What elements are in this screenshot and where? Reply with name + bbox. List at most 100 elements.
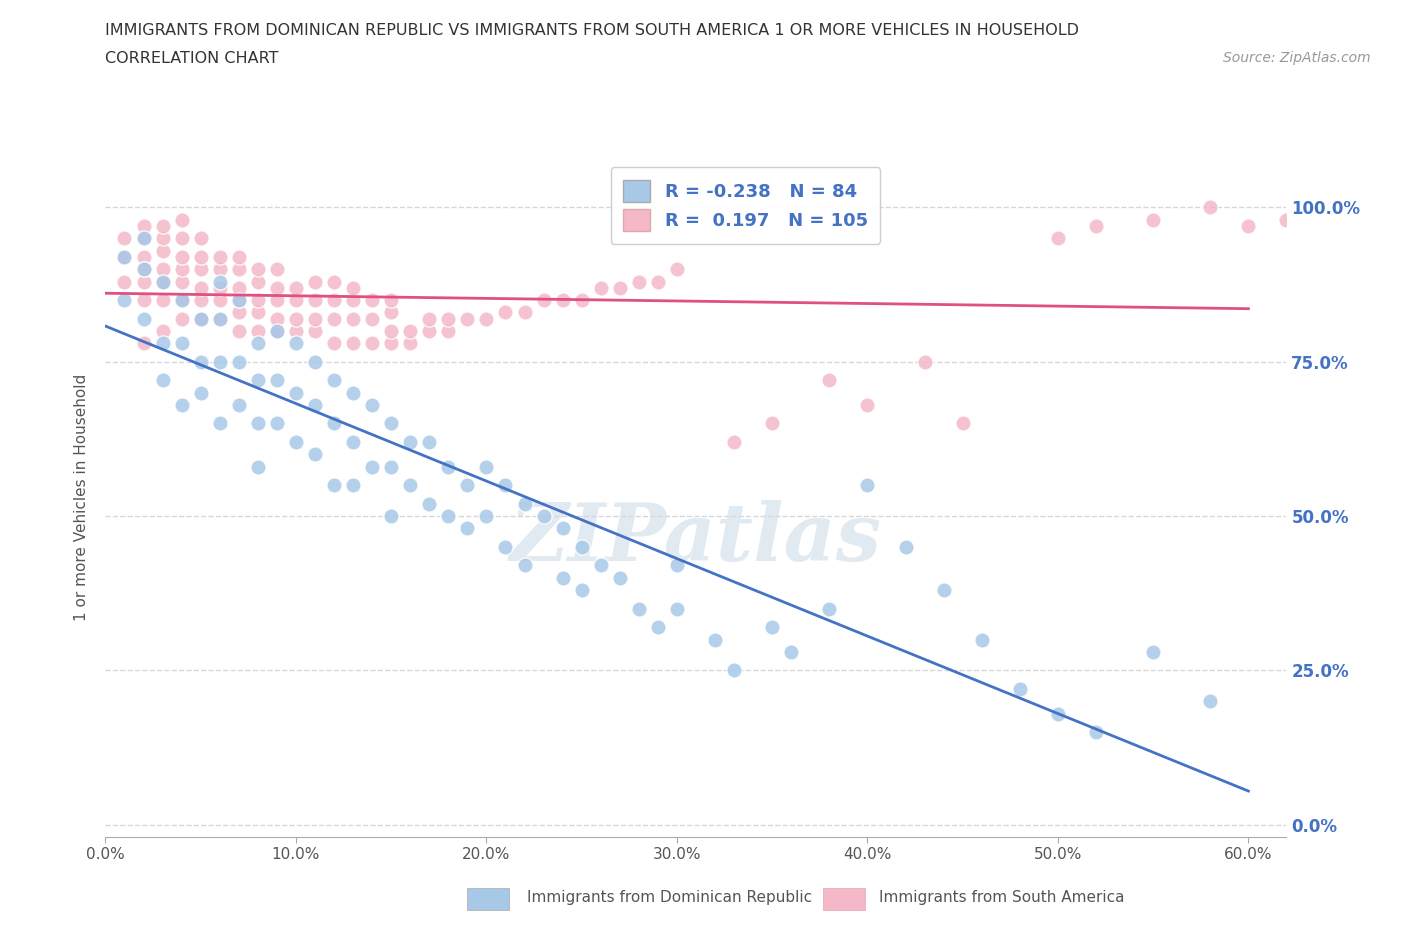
Point bbox=[418, 324, 440, 339]
Point bbox=[170, 249, 193, 264]
Point bbox=[323, 416, 346, 431]
Point bbox=[208, 416, 231, 431]
Point bbox=[246, 305, 269, 320]
Point bbox=[647, 274, 669, 289]
Point bbox=[1142, 644, 1164, 659]
Point bbox=[208, 312, 231, 326]
Point bbox=[304, 324, 326, 339]
Point bbox=[246, 274, 269, 289]
Point bbox=[114, 231, 136, 246]
Point bbox=[647, 619, 669, 634]
Point bbox=[437, 509, 460, 524]
Point bbox=[208, 280, 231, 295]
Point bbox=[475, 459, 498, 474]
Point bbox=[228, 354, 250, 369]
Point bbox=[284, 312, 307, 326]
Point bbox=[323, 274, 346, 289]
Point bbox=[533, 509, 555, 524]
Point bbox=[665, 558, 688, 573]
Point bbox=[266, 261, 288, 276]
Point bbox=[761, 619, 783, 634]
Point bbox=[723, 434, 745, 449]
Point bbox=[513, 497, 536, 512]
Point bbox=[418, 312, 440, 326]
Point bbox=[114, 274, 136, 289]
Point bbox=[190, 385, 212, 400]
Point bbox=[323, 336, 346, 351]
Point bbox=[342, 293, 364, 308]
Point bbox=[723, 663, 745, 678]
Point bbox=[284, 293, 307, 308]
Text: IMMIGRANTS FROM DOMINICAN REPUBLIC VS IMMIGRANTS FROM SOUTH AMERICA 1 OR MORE VE: IMMIGRANTS FROM DOMINICAN REPUBLIC VS IM… bbox=[105, 23, 1080, 38]
Point bbox=[323, 312, 346, 326]
Point bbox=[170, 293, 193, 308]
Point bbox=[170, 397, 193, 412]
Point bbox=[818, 373, 841, 388]
Point bbox=[323, 293, 346, 308]
Point bbox=[208, 261, 231, 276]
Point bbox=[114, 249, 136, 264]
Point bbox=[380, 336, 402, 351]
Point bbox=[152, 274, 174, 289]
Point bbox=[475, 312, 498, 326]
Point bbox=[361, 397, 384, 412]
Point bbox=[475, 509, 498, 524]
Point bbox=[132, 293, 155, 308]
Point bbox=[170, 212, 193, 227]
Point bbox=[246, 373, 269, 388]
Point bbox=[380, 305, 402, 320]
Point bbox=[932, 583, 955, 598]
Point bbox=[495, 539, 517, 554]
Point bbox=[513, 305, 536, 320]
Point bbox=[495, 478, 517, 493]
Point bbox=[170, 261, 193, 276]
Point bbox=[228, 261, 250, 276]
Point bbox=[266, 373, 288, 388]
Point bbox=[380, 416, 402, 431]
Point bbox=[152, 219, 174, 233]
Text: Immigrants from Dominican Republic: Immigrants from Dominican Republic bbox=[527, 890, 813, 905]
Point bbox=[152, 324, 174, 339]
Point bbox=[170, 274, 193, 289]
Point bbox=[228, 280, 250, 295]
Point bbox=[190, 280, 212, 295]
Point bbox=[856, 397, 879, 412]
Point bbox=[589, 558, 612, 573]
Point bbox=[609, 280, 631, 295]
Point bbox=[418, 434, 440, 449]
Point bbox=[361, 312, 384, 326]
Point bbox=[304, 397, 326, 412]
Point bbox=[132, 336, 155, 351]
Point bbox=[380, 293, 402, 308]
Point bbox=[208, 249, 231, 264]
Point bbox=[437, 459, 460, 474]
Point bbox=[228, 249, 250, 264]
Point bbox=[132, 274, 155, 289]
Point bbox=[551, 570, 574, 585]
Point bbox=[780, 644, 803, 659]
Point bbox=[228, 324, 250, 339]
Point bbox=[152, 293, 174, 308]
Point bbox=[761, 416, 783, 431]
Point bbox=[665, 601, 688, 616]
Point bbox=[208, 354, 231, 369]
Text: Immigrants from South America: Immigrants from South America bbox=[879, 890, 1125, 905]
Point bbox=[266, 324, 288, 339]
Point bbox=[170, 312, 193, 326]
Point bbox=[627, 274, 650, 289]
Point bbox=[132, 261, 155, 276]
Point bbox=[304, 312, 326, 326]
Point bbox=[894, 539, 917, 554]
Point bbox=[246, 324, 269, 339]
Point bbox=[284, 336, 307, 351]
Point bbox=[284, 324, 307, 339]
Point bbox=[208, 274, 231, 289]
Point bbox=[818, 601, 841, 616]
Point bbox=[856, 478, 879, 493]
Point bbox=[152, 244, 174, 259]
Point bbox=[380, 324, 402, 339]
Point bbox=[533, 293, 555, 308]
Point bbox=[152, 274, 174, 289]
Point bbox=[1275, 212, 1298, 227]
Point bbox=[437, 312, 460, 326]
